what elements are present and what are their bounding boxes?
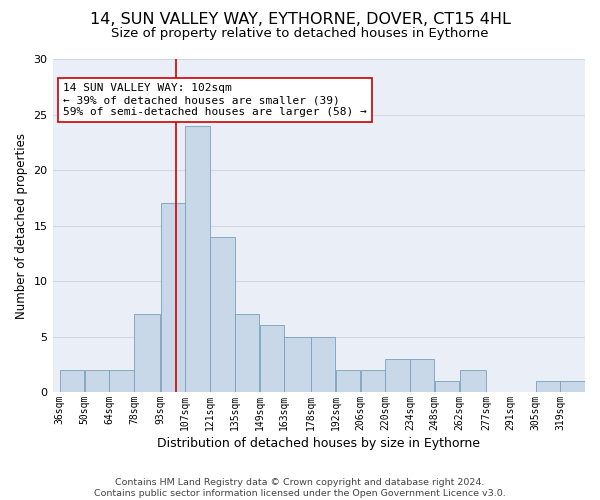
Bar [185, 126, 210, 392]
Bar [60, 370, 84, 392]
X-axis label: Distribution of detached houses by size in Eythorne: Distribution of detached houses by size … [157, 437, 480, 450]
Bar [235, 314, 259, 392]
Bar [284, 336, 311, 392]
Bar [385, 358, 410, 392]
Text: Contains HM Land Registry data © Crown copyright and database right 2024.
Contai: Contains HM Land Registry data © Crown c… [94, 478, 506, 498]
Bar [109, 370, 134, 392]
Bar [210, 236, 235, 392]
Bar [435, 381, 459, 392]
Bar [361, 370, 385, 392]
Y-axis label: Number of detached properties: Number of detached properties [15, 132, 28, 318]
Bar [536, 381, 560, 392]
Bar [336, 370, 360, 392]
Bar [161, 204, 185, 392]
Bar [260, 326, 284, 392]
Bar [134, 314, 160, 392]
Bar [85, 370, 109, 392]
Text: 14 SUN VALLEY WAY: 102sqm
← 39% of detached houses are smaller (39)
59% of semi-: 14 SUN VALLEY WAY: 102sqm ← 39% of detac… [63, 84, 367, 116]
Bar [560, 381, 585, 392]
Bar [460, 370, 486, 392]
Bar [311, 336, 335, 392]
Bar [410, 358, 434, 392]
Text: Size of property relative to detached houses in Eythorne: Size of property relative to detached ho… [111, 28, 489, 40]
Text: 14, SUN VALLEY WAY, EYTHORNE, DOVER, CT15 4HL: 14, SUN VALLEY WAY, EYTHORNE, DOVER, CT1… [89, 12, 511, 28]
